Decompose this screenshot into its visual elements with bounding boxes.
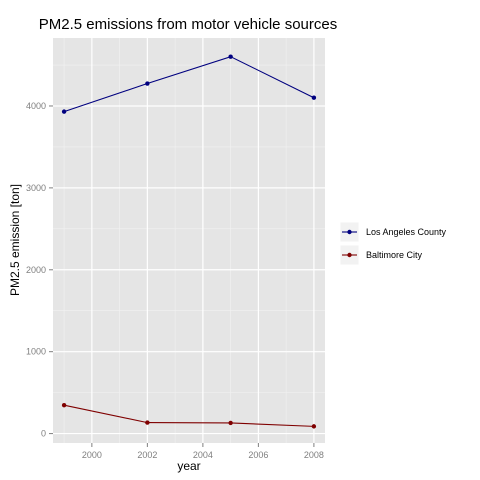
y-tick-label: 4000	[26, 101, 46, 111]
legend: Los Angeles County Baltimore City	[339, 221, 447, 266]
y-tick-label: 1000	[26, 347, 46, 357]
x-tick-label: 2008	[304, 450, 324, 460]
data-point	[61, 402, 67, 408]
y-tick-label: 2000	[26, 265, 46, 275]
chart-title: PM2.5 emissions from motor vehicle sourc…	[39, 16, 337, 33]
legend-key-point	[347, 252, 352, 258]
x-tick-label: 2000	[82, 450, 102, 460]
x-tick-label: 2004	[193, 450, 213, 460]
data-point	[228, 54, 233, 59]
legend-label: Los Angeles County	[366, 227, 447, 237]
x-tick-label: 2006	[248, 450, 268, 460]
data-point	[145, 81, 150, 86]
x-tick-label: 2002	[137, 450, 157, 460]
data-point	[311, 95, 317, 100]
series-layer	[61, 54, 317, 429]
grid-lines	[53, 38, 325, 443]
plot-panel	[53, 38, 325, 443]
series-line	[63, 404, 314, 427]
ticks-layer: 0 1000 2000 3000 4000 2000 2002 2004 2006 2008	[26, 101, 324, 460]
legend-key-point	[347, 229, 352, 235]
y-tick-label: 3000	[26, 183, 46, 193]
legend-label: Baltimore City	[366, 250, 423, 260]
data-point	[311, 424, 317, 429]
series-line	[63, 56, 315, 113]
data-point	[145, 420, 150, 425]
y-tick-label: 0	[41, 429, 46, 439]
x-axis-title: year	[177, 459, 200, 473]
y-axis-title: PM2.5 emission [ton]	[8, 184, 22, 296]
data-point	[228, 420, 233, 426]
data-point	[61, 109, 67, 114]
